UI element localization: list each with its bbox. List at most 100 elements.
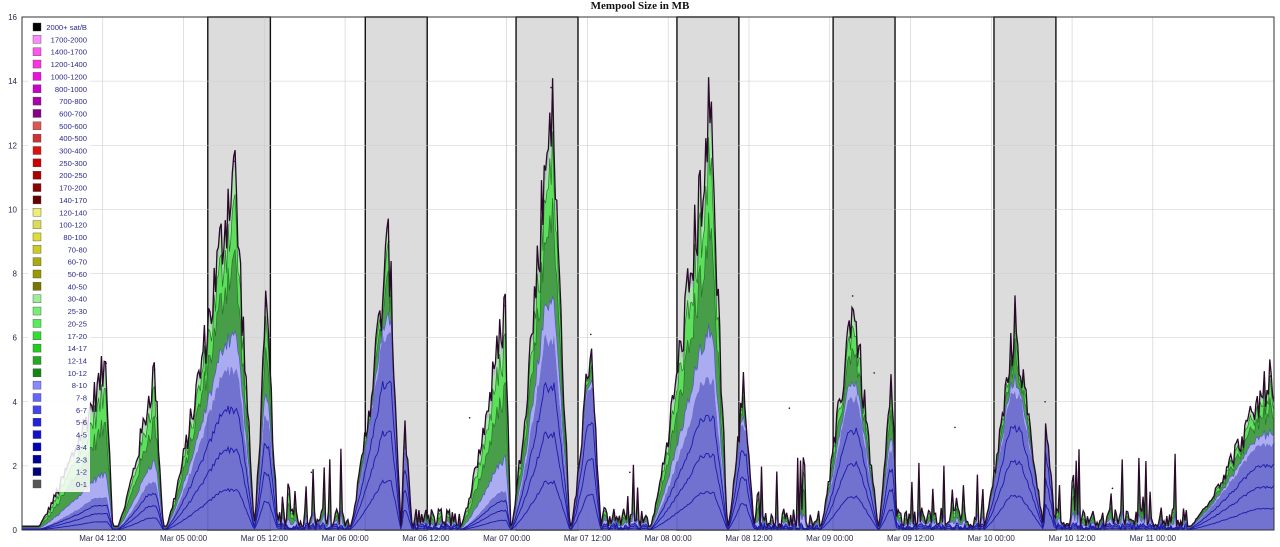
legend-swatch-5 [32, 84, 42, 93]
legend-label-22: 30-40 [68, 295, 87, 304]
total-peak-point-19 [1111, 487, 1114, 490]
legend-label-28: 10-12 [68, 369, 87, 378]
band-line-0 [22, 479, 1274, 530]
legend-label-30: 7-8 [76, 394, 87, 403]
legend-label-10: 300-400 [59, 147, 87, 156]
total-peak-point-10 [629, 471, 631, 474]
total-line [22, 77, 1274, 529]
legend-label-1: 1700-2000 [51, 35, 87, 44]
legend-swatch-1 [32, 35, 42, 44]
total-peak-point-3 [265, 304, 268, 307]
total-peak-point-14 [851, 295, 854, 297]
x-tick-label: Mar 08 12:00 [725, 534, 773, 543]
legend-label-18: 70-80 [68, 245, 87, 254]
legend-label-15: 120-140 [59, 208, 87, 217]
x-tick-label: Mar 07 12:00 [564, 534, 612, 543]
legend-label-14: 140-170 [59, 196, 87, 205]
y-tick-label: 14 [8, 77, 17, 86]
legend-label-27: 12-14 [68, 356, 87, 365]
legend-swatch-15 [32, 208, 42, 217]
y-axis-ticks: 0 2 4 6 8 10 12 14 16 [8, 13, 17, 535]
legend-label-24: 20-25 [68, 319, 87, 328]
total-peak-point-20 [1269, 375, 1272, 377]
legend-swatch-19 [32, 257, 42, 266]
total-peak-point-11 [709, 109, 712, 111]
legend-label-16: 100-120 [59, 221, 87, 230]
legend-label-32: 5-6 [76, 418, 87, 427]
legend-label-8: 500-600 [59, 122, 87, 131]
y-tick-label: 2 [13, 462, 18, 471]
y-tick-label: 10 [8, 205, 17, 214]
legend-swatch-29 [32, 380, 42, 390]
legend-label-35: 2-3 [76, 455, 87, 464]
legend-label-34: 3-4 [76, 443, 87, 452]
total-peak-point-7 [504, 304, 507, 307]
x-tick-label: Mar 10 00:00 [968, 534, 1016, 543]
x-tick-label: Mar 05 12:00 [241, 534, 289, 543]
y-tick-label: 12 [8, 141, 17, 150]
legend-swatch-33 [32, 430, 42, 439]
total-peak-point-4 [310, 471, 313, 474]
legend-swatch-16 [32, 220, 42, 229]
legend: 2000+ sat/B 1700-2000 1400-1700 1200-1400 10… [28, 19, 90, 492]
legend-label-37: 0-1 [76, 480, 87, 489]
x-tick-label: Mar 10 12:00 [1048, 534, 1096, 543]
y-tick-label: 8 [13, 270, 18, 279]
legend-swatch-20 [32, 269, 42, 279]
legend-swatch-28 [32, 368, 42, 377]
legend-label-3: 1200-1400 [51, 60, 87, 69]
total-peak-point-0 [105, 362, 107, 365]
legend-label-13: 170-200 [59, 184, 87, 193]
legend-label-19: 60-70 [68, 258, 87, 267]
legend-label-5: 800-1000 [55, 85, 87, 94]
legend-label-2: 1400-1700 [51, 48, 87, 57]
legend-label-36: 1-2 [76, 468, 87, 477]
band-lines-group [22, 77, 1274, 530]
total-peak-point-8 [550, 86, 552, 89]
legend-label-26: 14-17 [68, 344, 87, 353]
x-axis-ticks: Mar 04 12:00 Mar 05 00:00 Mar 05 12:00 Mar … [79, 534, 1176, 543]
total-peak-point-9 [589, 333, 592, 336]
total-peak-point-5 [388, 240, 390, 243]
total-peak-point-16 [954, 426, 956, 429]
legend-swatch-18 [32, 245, 42, 254]
legend-label-20: 50-60 [68, 270, 87, 279]
legend-label-11: 250-300 [59, 159, 87, 168]
legend-swatch-12 [32, 170, 42, 180]
legend-swatch-14 [32, 195, 42, 205]
legend-label-12: 200-250 [59, 171, 87, 180]
legend-swatch-0 [32, 22, 42, 32]
legend-swatch-35 [32, 455, 42, 464]
legend-label-4: 1000-1200 [51, 72, 87, 81]
legend-label-25: 17-20 [68, 332, 87, 341]
legend-swatch-2 [32, 47, 42, 56]
x-tick-label: Mar 09 12:00 [887, 534, 935, 543]
x-tick-label: Mar 05 00:00 [160, 534, 208, 543]
total-peak-point-1 [153, 368, 156, 371]
y-tick-label: 0 [13, 526, 18, 535]
total-peak-point-13 [788, 407, 791, 409]
legend-swatch-26 [32, 343, 42, 353]
legend-label-31: 6-7 [76, 406, 87, 415]
total-peak-point-2 [233, 160, 235, 163]
y-tick-label: 4 [13, 398, 18, 407]
legend-swatch-27 [32, 356, 42, 365]
total-peak-point-12 [742, 381, 745, 384]
legend-label-9: 400-500 [59, 134, 87, 143]
legend-swatch-11 [32, 158, 42, 168]
legend-swatch-31 [32, 405, 42, 415]
area-8-10 [22, 296, 1274, 529]
legend-swatch-6 [32, 96, 42, 106]
legend-swatch-34 [32, 442, 42, 452]
legend-label-29: 8-10 [72, 381, 87, 390]
legend-swatch-4 [32, 72, 42, 81]
legend-swatch-22 [32, 294, 42, 303]
x-tick-label: Mar 06 00:00 [322, 534, 370, 543]
x-tick-label: Mar 06 12:00 [402, 534, 450, 543]
legend-swatch-3 [32, 59, 42, 69]
legend-swatch-24 [32, 319, 42, 328]
legend-swatch-10 [32, 146, 42, 155]
x-tick-label: Mar 07 00:00 [483, 534, 531, 543]
legend-swatch-7 [32, 109, 42, 118]
total-peak-point-6 [468, 416, 471, 419]
